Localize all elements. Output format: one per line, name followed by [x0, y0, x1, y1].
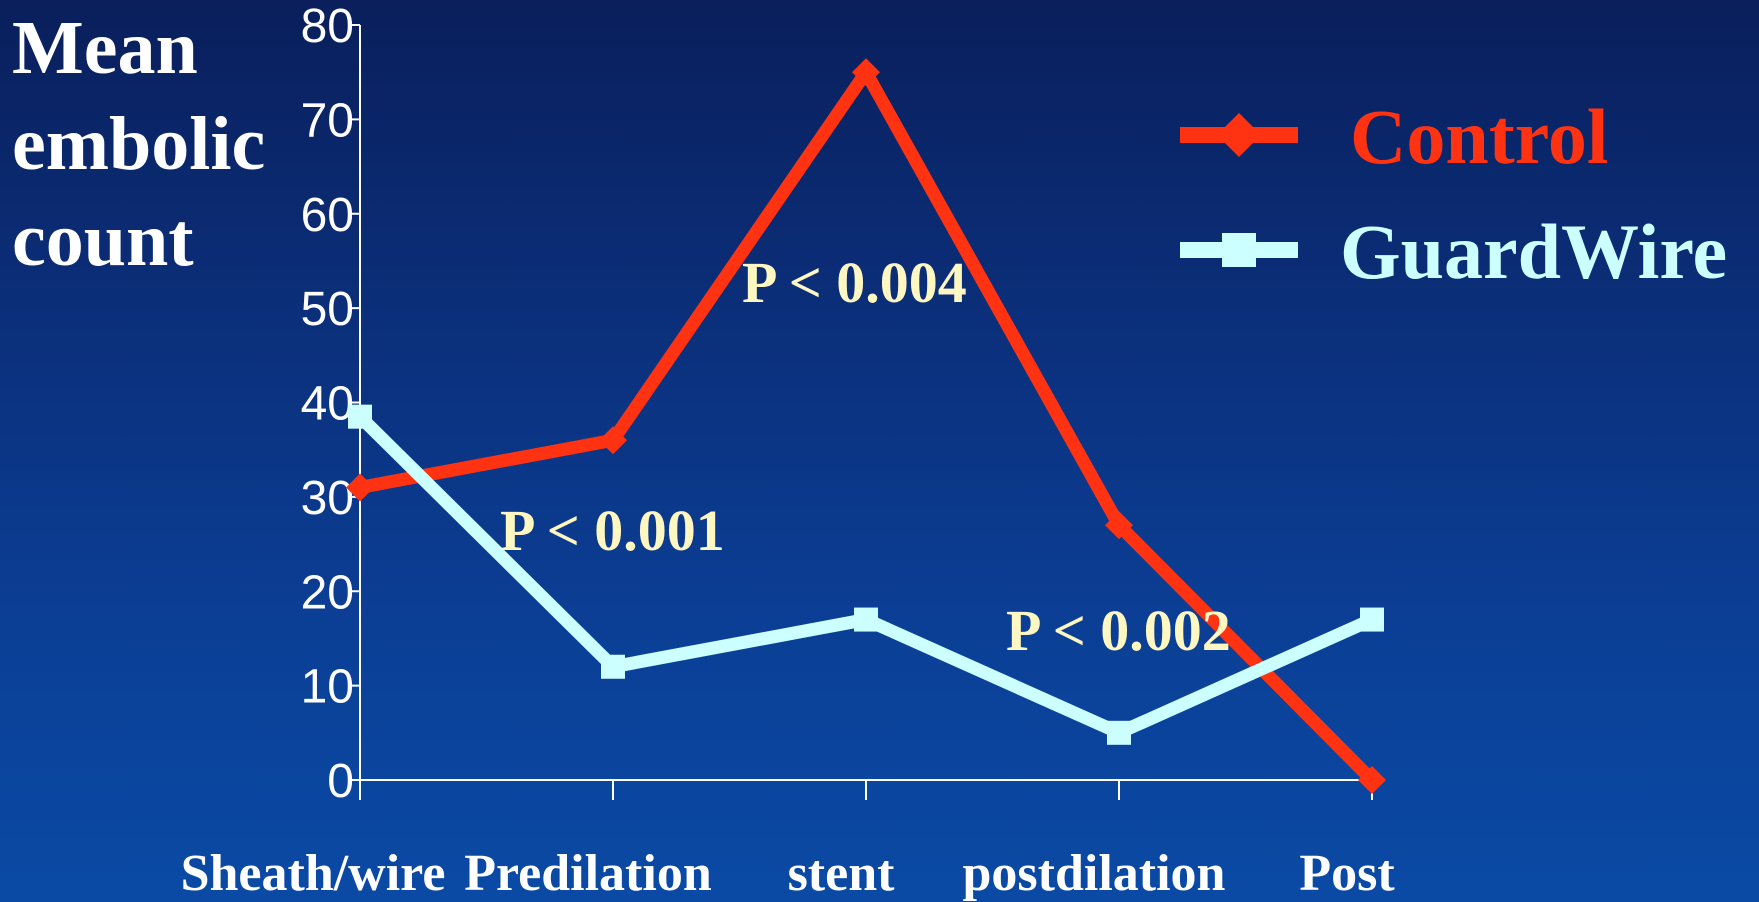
y-ticks: 0 10 20 30 40 50 60 70 80: [301, 0, 360, 808]
y-tick-label: 30: [301, 472, 354, 525]
y-tick-label: 70: [301, 94, 354, 147]
x-categories: Sheath/wire Predilation stent postdilation P…: [181, 780, 1395, 902]
y-tick-label: 20: [301, 566, 354, 619]
series-layer: [346, 58, 1386, 794]
p-value-annotation: P < 0.004: [742, 250, 967, 315]
legend-label-control: Control: [1350, 93, 1609, 180]
y-axis-title: Mean embolic count: [12, 0, 265, 288]
y-tick-label: 0: [327, 755, 354, 808]
point-control: [1358, 766, 1386, 794]
x-category-label: Sheath/wire: [181, 845, 446, 902]
legend-marker-guardwire: [1222, 233, 1256, 267]
point-control: [599, 426, 627, 455]
y-tick-label: 50: [301, 283, 354, 336]
point-guardwire: [348, 404, 372, 429]
legend-marker-control: [1217, 113, 1261, 157]
y-axis-title-line: Mean: [12, 6, 198, 90]
p-value-annotation: P < 0.002: [1006, 598, 1231, 663]
point-control: [346, 473, 374, 502]
p-value-annotation: P < 0.001: [500, 498, 725, 563]
legend: Control GuardWire: [1180, 93, 1727, 295]
y-tick-label: 10: [301, 661, 354, 714]
point-guardwire: [854, 607, 878, 632]
y-axis-title-line: count: [12, 198, 194, 282]
point-guardwire: [1107, 720, 1131, 745]
point-guardwire: [601, 654, 625, 679]
annotations: P < 0.001 P < 0.004 P < 0.002: [500, 250, 1231, 663]
series-line-control: [358, 59, 1377, 785]
y-tick-label: 60: [301, 189, 354, 242]
y-axis-title-line: embolic: [12, 102, 266, 186]
x-category-label: Predilation: [464, 845, 712, 902]
x-category-label: Post: [1299, 845, 1395, 902]
x-category-label: postdilation: [963, 845, 1226, 902]
y-tick-label: 80: [301, 0, 354, 53]
legend-label-guardwire: GuardWire: [1340, 208, 1727, 295]
y-tick-label: 40: [301, 378, 354, 431]
point-control: [1105, 511, 1133, 540]
point-guardwire: [1360, 607, 1384, 632]
x-category-label: stent: [788, 845, 896, 902]
point-control: [852, 58, 880, 87]
